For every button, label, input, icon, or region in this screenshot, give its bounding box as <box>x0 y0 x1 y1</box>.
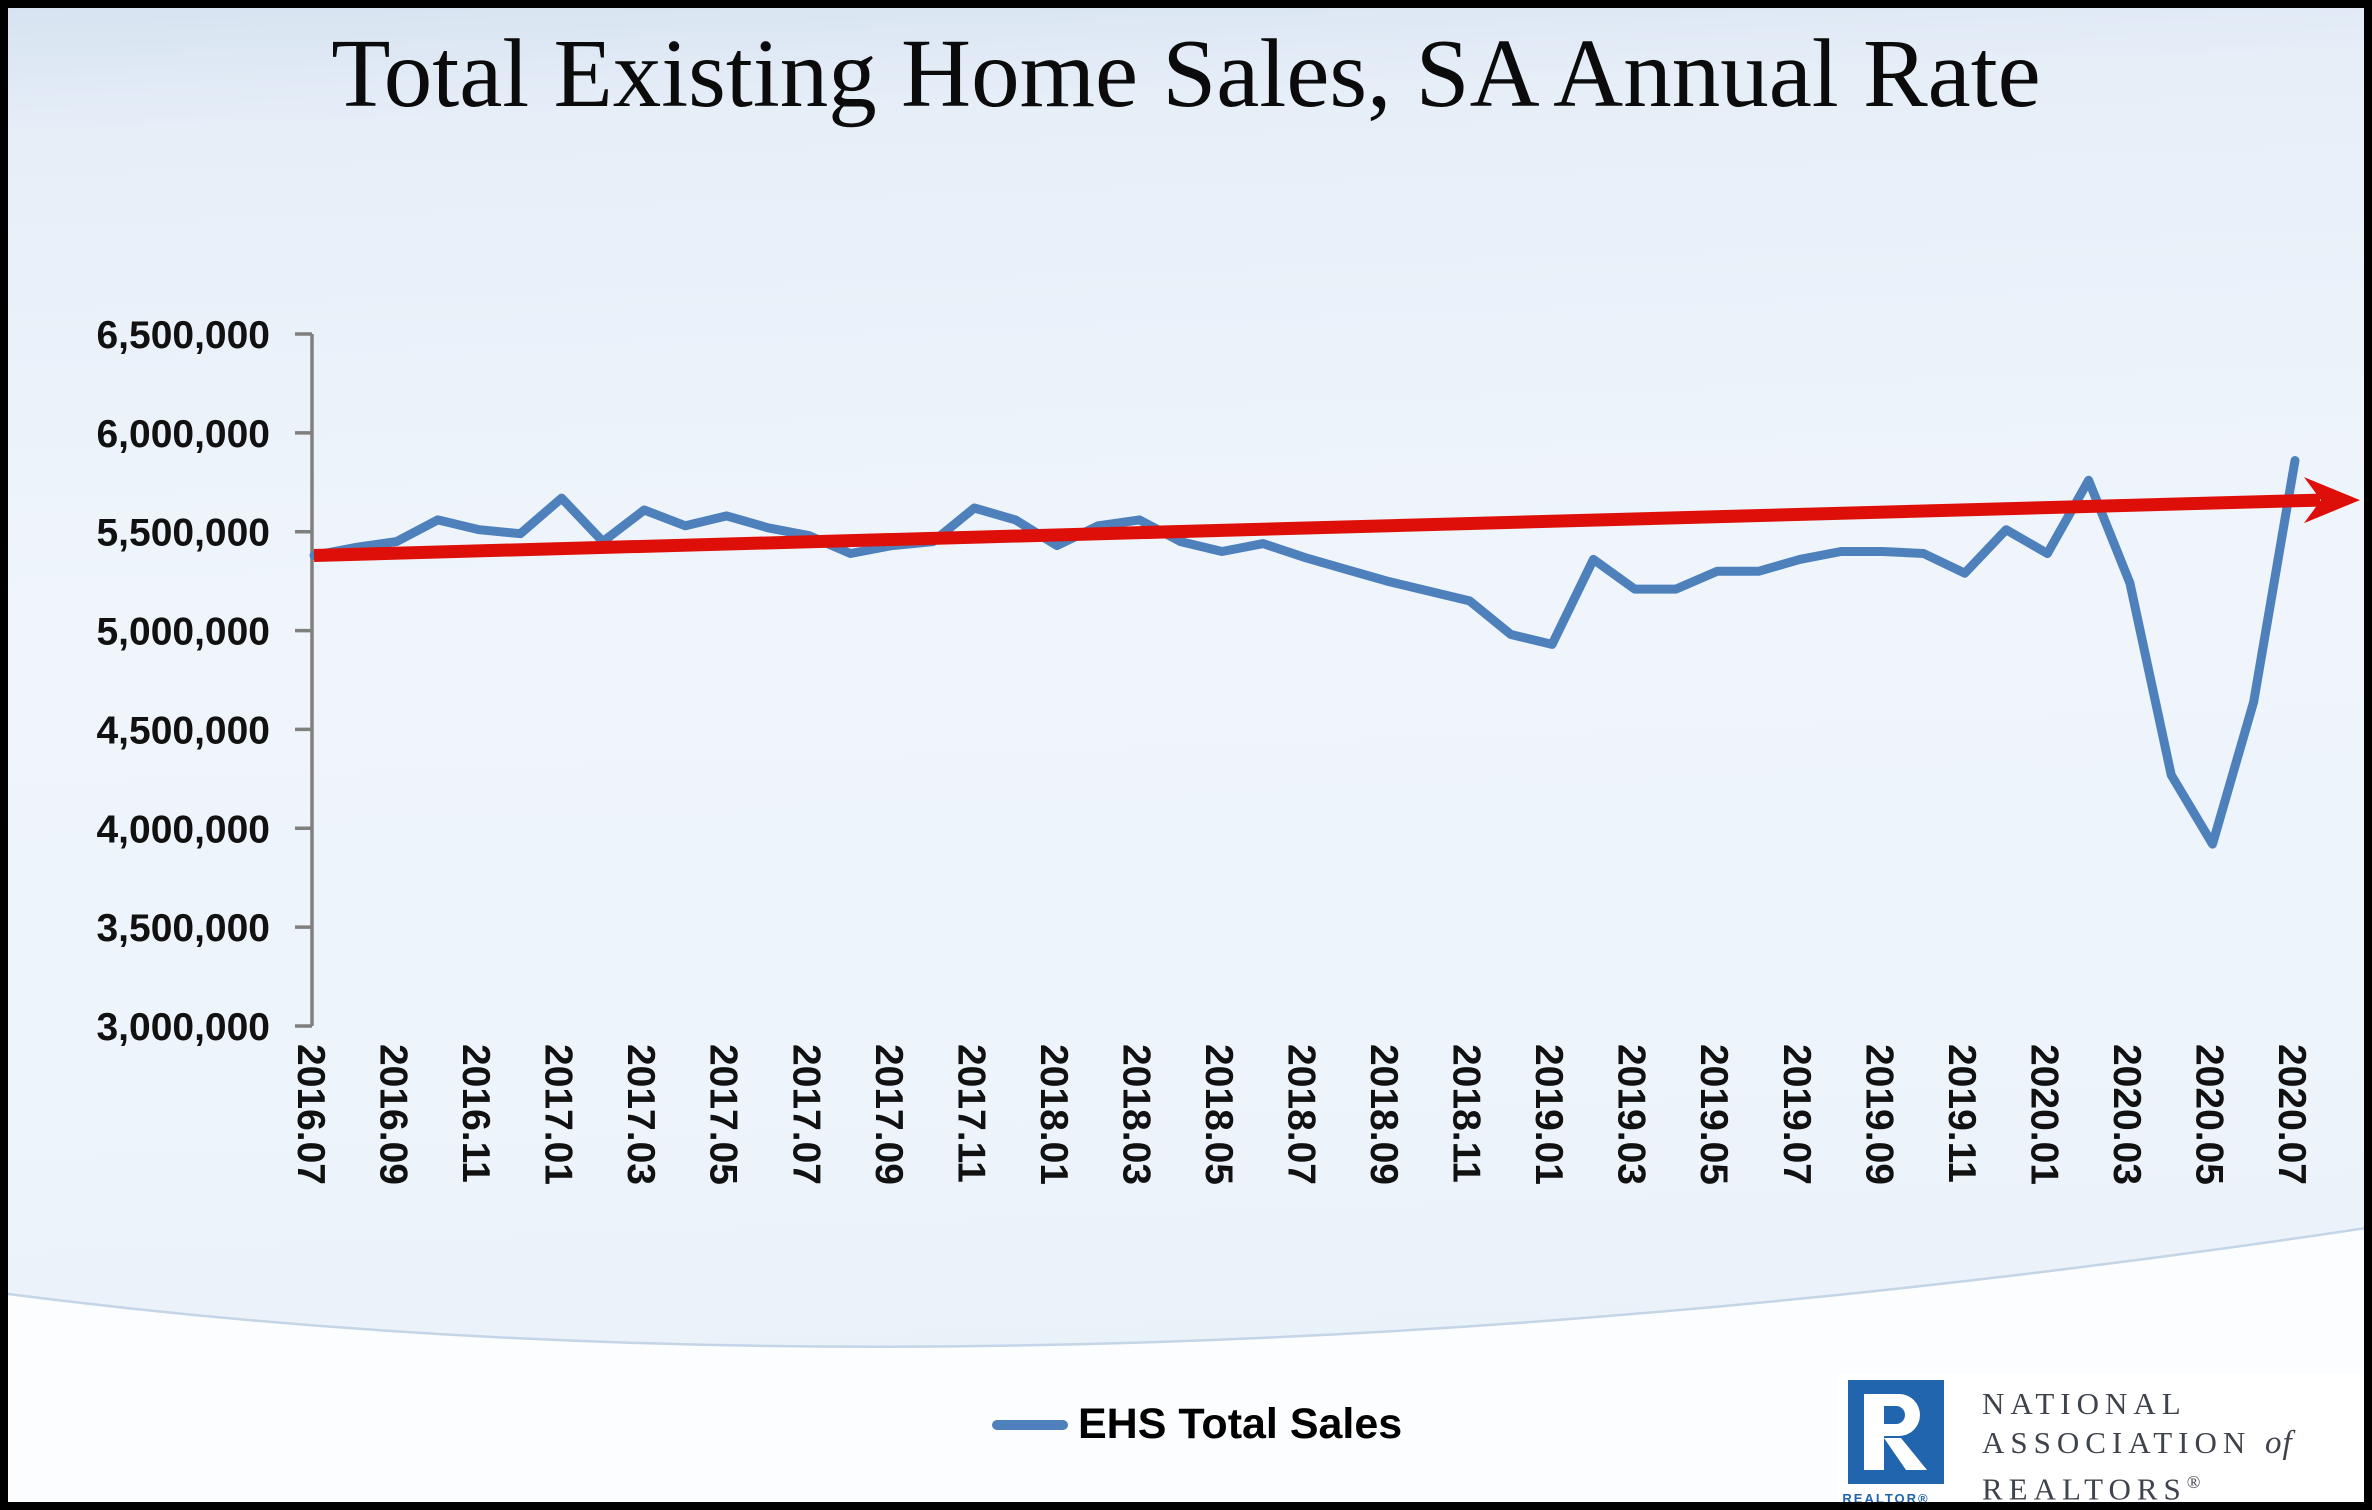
trend-arrow-head-icon <box>2304 477 2360 524</box>
chart-title: Total Existing Home Sales, SA Annual Rat… <box>331 20 2041 127</box>
ehs-total-sales-line <box>309 456 2300 849</box>
x-tick-label: 2017.11 <box>949 1044 992 1183</box>
nar-logo: REALTOR® NATIONAL ASSOCIATION of REALTOR… <box>1838 1374 2364 1507</box>
x-tick-label: 2019.11 <box>1940 1044 1983 1183</box>
x-tick-label: 2017.07 <box>784 1044 827 1185</box>
x-tick-label: 2017.05 <box>702 1044 745 1185</box>
x-tick-label: 2020.05 <box>2187 1044 2230 1185</box>
x-tick-label: 2017.01 <box>537 1044 580 1185</box>
legend-label: EHS Total Sales <box>1078 1400 1403 1448</box>
background-swoosh <box>8 1227 2364 1502</box>
x-tick-label: 2016.11 <box>454 1044 497 1183</box>
y-tick-label: 6,500,000 <box>96 314 270 357</box>
y-tick-label: 4,000,000 <box>96 808 270 851</box>
realtor-wordmark: REALTOR® <box>1842 1491 1930 1506</box>
x-tick-label: 2017.09 <box>867 1044 910 1185</box>
x-tick-label: 2019.05 <box>1692 1044 1735 1185</box>
x-tick-label: 2018.05 <box>1197 1044 1240 1185</box>
y-tick-label: 5,500,000 <box>96 512 270 555</box>
x-tick-label: 2019.07 <box>1775 1044 1818 1185</box>
x-tick-label: 2016.09 <box>372 1044 415 1185</box>
x-tick-label: 2018.01 <box>1032 1044 1075 1185</box>
x-tick-label: 2018.03 <box>1114 1044 1157 1185</box>
x-tick-label: 2019.09 <box>1857 1044 1900 1185</box>
swoosh-line <box>8 1227 2364 1348</box>
x-tick-label: 2019.01 <box>1527 1044 1570 1185</box>
y-tick-label: 6,000,000 <box>96 413 270 456</box>
chart-legend: EHS Total Sales <box>992 1400 1402 1449</box>
x-tick-label: 2018.07 <box>1280 1044 1323 1185</box>
nar-org-name: NATIONAL ASSOCIATION of REALTORS® <box>1982 1386 2293 1507</box>
y-tick-label: 3,500,000 <box>96 907 270 950</box>
x-tick-label: 2019.03 <box>1610 1044 1653 1185</box>
x-tick-label: 2017.03 <box>619 1044 662 1185</box>
y-tick-label: 4,500,000 <box>96 709 270 752</box>
swoosh-fill <box>8 1228 2364 1502</box>
x-tick-label: 2018.09 <box>1362 1044 1405 1185</box>
y-tick-label: 5,000,000 <box>96 611 270 654</box>
x-tick-label: 2020.03 <box>2105 1044 2148 1185</box>
line-chart: 6,500,000 6,000,000 5,500,000 5,000,000 4,50… <box>96 314 2360 1185</box>
x-tick-label: 2018.11 <box>1445 1044 1488 1183</box>
realtor-r-icon <box>1848 1380 1944 1489</box>
trend-arrow-line <box>313 493 2321 562</box>
y-tick-label: 3,000,000 <box>96 1006 270 1049</box>
legend-line-swatch-icon <box>992 1419 1068 1430</box>
x-tick-label: 2020.01 <box>2022 1044 2065 1185</box>
x-tick-label: 2016.07 <box>289 1044 332 1185</box>
x-tick-label: 2020.07 <box>2270 1044 2313 1185</box>
